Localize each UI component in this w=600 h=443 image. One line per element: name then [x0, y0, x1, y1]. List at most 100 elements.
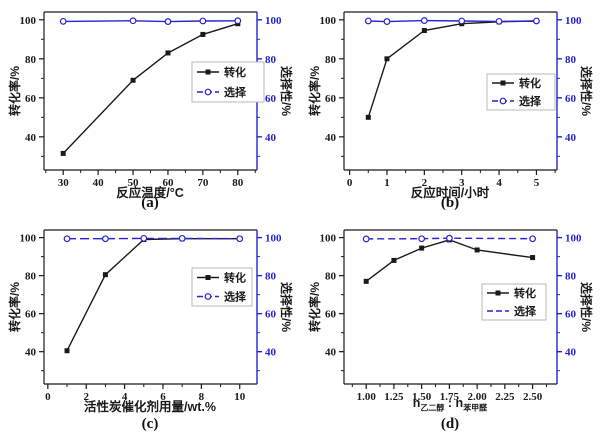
square-marker	[391, 257, 397, 263]
legend-box	[191, 61, 265, 103]
circle-marker	[445, 234, 453, 242]
svg-text:1.00: 1.00	[357, 391, 377, 402]
svg-text:10: 10	[234, 391, 246, 402]
svg-text:1.25: 1.25	[384, 391, 404, 402]
svg-text:转化: 转化	[224, 271, 246, 285]
circle-marker	[204, 88, 212, 96]
square-marker	[64, 348, 70, 354]
svg-text:3: 3	[459, 177, 465, 188]
axes: 0 2 4 6 8 10 40 40 60 60 80 80 100 100	[20, 229, 282, 402]
svg-text:5: 5	[534, 177, 540, 188]
subplot-b-ylabel-left: 转化率/%	[308, 66, 322, 117]
svg-text:60: 60	[565, 309, 577, 321]
svg-text:转化: 转化	[514, 286, 536, 300]
square-marker	[474, 247, 480, 253]
circle-marker	[458, 17, 466, 25]
svg-text:40: 40	[325, 347, 337, 359]
svg-text:100: 100	[565, 15, 582, 27]
subplot-c-caption: (c)	[141, 416, 159, 432]
series-selectivity	[63, 234, 244, 243]
circle-marker	[418, 235, 426, 243]
circle-marker	[63, 235, 71, 243]
svg-text:选择: 选择	[224, 290, 247, 304]
legend-box	[481, 283, 547, 321]
svg-text:8: 8	[199, 391, 205, 402]
svg-text:100: 100	[265, 15, 282, 27]
circle-marker	[59, 17, 67, 25]
subplot-b-ylabel-right: 选择性/%	[579, 65, 593, 116]
circle-marker	[164, 18, 172, 25]
svg-text:80: 80	[565, 54, 577, 66]
svg-text:40: 40	[25, 132, 37, 144]
svg-text:选择: 选择	[514, 304, 537, 318]
circle-marker	[420, 17, 428, 24]
svg-text:50: 50	[128, 177, 140, 188]
legend-box	[486, 73, 556, 111]
svg-text:30: 30	[58, 177, 70, 188]
subplot-a: 30 40 50 60 70 80 40 40 60 60 80 80 100 100 转化 选择 转化率/%…	[0, 0, 300, 216]
circle-marker	[236, 235, 244, 243]
circle-marker	[102, 235, 109, 243]
svg-text:80: 80	[325, 271, 337, 283]
svg-text:60: 60	[565, 93, 577, 105]
svg-text:60: 60	[325, 93, 337, 105]
axes: 30 40 50 60 70 80 40 40 60 60 80 80 100 100	[20, 11, 282, 188]
svg-text:60: 60	[162, 177, 174, 188]
series-selectivity	[362, 234, 536, 243]
square-marker	[500, 80, 506, 86]
square-marker	[200, 31, 206, 37]
subplot-d-ylabel-left: 转化率/%	[308, 282, 322, 333]
svg-text:80: 80	[265, 271, 277, 283]
svg-text:40: 40	[565, 132, 577, 144]
svg-text:40: 40	[325, 132, 337, 144]
svg-text:转化: 转化	[519, 76, 541, 90]
svg-text:60: 60	[265, 93, 277, 105]
svg-text:0: 0	[347, 177, 353, 188]
svg-text:100: 100	[565, 233, 582, 245]
square-marker	[419, 245, 425, 251]
axes: 1.00 1.25 1.50 1.75 2.00 2.25 2.50 40 40 60 60 80 80…	[320, 229, 582, 402]
circle-marker	[364, 17, 372, 25]
subplot-a-ylabel-left: 转化率/%	[8, 66, 22, 117]
svg-text:1.75: 1.75	[440, 391, 460, 402]
subplot-b-caption: (b)	[440, 195, 460, 211]
svg-text:0: 0	[45, 391, 51, 402]
circle-marker	[362, 235, 370, 243]
square-marker	[495, 290, 501, 296]
subplot-b-xlabel: 反应时间/小时	[410, 186, 490, 200]
svg-text:60: 60	[25, 93, 37, 105]
svg-text:2.25: 2.25	[495, 391, 515, 402]
subplot-d-ylabel-right: 选择性/%	[579, 281, 593, 332]
svg-text:80: 80	[265, 54, 277, 66]
series-selectivity	[364, 17, 540, 25]
circle-marker	[129, 17, 137, 25]
svg-text:1.50: 1.50	[412, 391, 432, 402]
subplot-c-ylabel-left: 转化率/%	[8, 282, 22, 333]
legend-box	[191, 267, 253, 307]
circle-marker	[495, 17, 503, 25]
svg-text:4: 4	[496, 177, 502, 188]
svg-text:80: 80	[25, 271, 37, 283]
circle-marker	[140, 234, 148, 242]
svg-text:100: 100	[320, 15, 337, 27]
circle-marker	[178, 234, 186, 242]
svg-text:2: 2	[422, 177, 428, 188]
subplot-d: 1.00 1.25 1.50 1.75 2.00 2.25 2.50 40 40 60 60 80 80…	[300, 216, 600, 443]
svg-text:80: 80	[325, 54, 337, 66]
subplot-a-caption: (a)	[141, 195, 159, 211]
svg-text:60: 60	[25, 309, 37, 321]
svg-text:2.00: 2.00	[468, 391, 488, 402]
subplot-a-xlabel: 反应温度/°C	[116, 186, 184, 200]
axes: 0 1 2 3 4 5 40 40 60 60 80 80 100 100	[320, 11, 582, 188]
circle-marker	[529, 235, 536, 243]
series-conversion	[363, 237, 536, 284]
svg-text:80: 80	[232, 177, 244, 188]
square-marker	[363, 278, 369, 284]
svg-text:2: 2	[83, 391, 89, 402]
svg-text:80: 80	[565, 271, 577, 283]
